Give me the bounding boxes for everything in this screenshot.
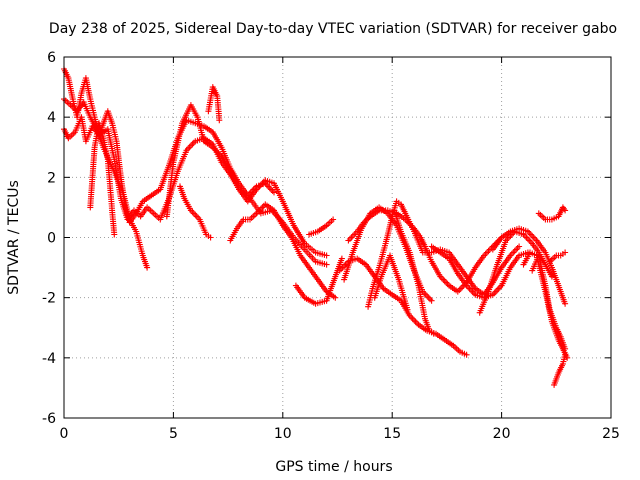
series-track-22 [551,351,569,388]
y-tick-label: 6 [47,50,56,66]
data-mark [489,225,569,307]
series-track-15 [371,252,411,313]
chart-title: Day 238 of 2025, Sidereal Day-to-day VTE… [49,21,617,37]
x-tick-label: 10 [274,426,292,442]
data-mark [535,204,569,223]
data-mark [227,201,339,301]
series-track-7 [177,183,214,241]
data-mark [476,228,555,316]
data-mark [546,249,569,265]
x-tick-label: 15 [383,426,401,442]
series-track-8 [227,201,339,301]
data-mark [391,207,437,337]
x-tick-label: 20 [493,426,511,442]
series-track-23 [535,204,569,223]
y-tick-label: 2 [47,170,56,186]
x-tick-labels: 0 5 10 15 20 25 [60,426,620,442]
series-track-12 [341,204,435,304]
data-mark [306,216,337,238]
y-tick-label: 0 [47,231,56,247]
data-mark [365,198,523,310]
series-track-16 [391,207,437,337]
data-mark [292,255,345,307]
data-mark [336,255,470,358]
data-mark [529,252,569,352]
series-track-11 [336,255,470,358]
y-tick-label: -2 [42,291,56,307]
data-mark [341,204,435,304]
series-track-14 [365,198,523,310]
series-track-4 [87,120,118,238]
series-track-3 [61,96,151,271]
y-tick-label: 4 [47,110,56,126]
y-tick-label: -6 [42,411,56,427]
y-tick-labels: -6 -4 -2 0 2 4 6 [42,50,56,427]
x-tick-label: 5 [169,426,178,442]
data-mark [177,183,214,241]
series-track-10 [306,216,337,238]
data-mark [551,351,569,388]
series-track-24 [546,249,569,265]
y-axis-label: SDTVAR / TECUs [6,180,22,295]
series-track-21 [529,252,569,352]
data-mark [61,96,151,271]
data-mark [87,120,118,238]
x-tick-label: 0 [60,426,69,442]
series-track-9 [292,255,345,307]
series-track-19 [489,225,569,307]
x-tick-label: 25 [602,426,620,442]
series-track-18 [476,228,555,316]
data-mark [205,84,223,124]
x-axis-label: GPS time / hours [275,459,392,475]
data-points [61,66,571,388]
series-track-6 [205,84,223,124]
data-mark [371,252,411,313]
y-tick-label: -4 [42,351,56,367]
plot-frame [63,56,612,419]
